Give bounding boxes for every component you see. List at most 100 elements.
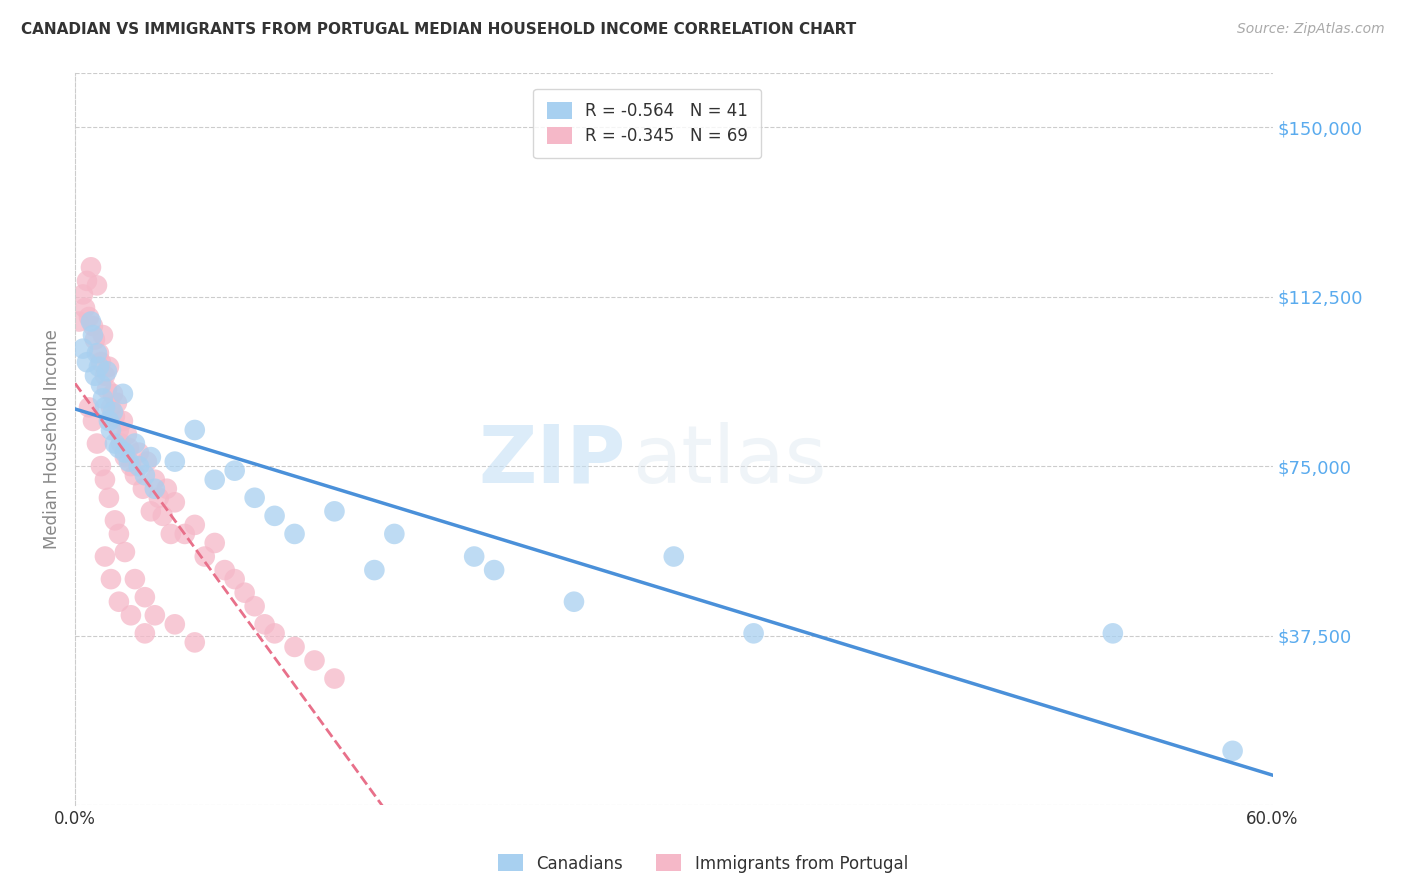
Point (204, 536, 226, 550)
Point (86, 346, 108, 360)
Point (184, 635, 207, 649)
Point (233, 585, 256, 599)
Point (128, 445, 150, 459)
Point (104, 436, 127, 450)
Point (114, 545, 136, 559)
Point (194, 549, 217, 564)
Point (108, 527, 131, 541)
Point (139, 504, 162, 518)
Point (91, 392, 114, 406)
Point (91, 328, 114, 343)
Point (76, 355, 98, 369)
Point (82, 328, 104, 343)
Point (139, 450, 162, 464)
Point (283, 527, 305, 541)
Point (132, 482, 155, 496)
Point (86, 436, 108, 450)
Point (124, 572, 146, 586)
Y-axis label: Median Household Income: Median Household Income (44, 329, 60, 549)
Point (224, 572, 246, 586)
Point (134, 468, 156, 483)
Point (77, 401, 100, 415)
Point (742, 626, 765, 640)
Point (124, 436, 146, 450)
Point (108, 595, 131, 609)
Point (214, 563, 236, 577)
Point (72, 342, 94, 356)
Point (159, 527, 181, 541)
Text: atlas: atlas (631, 422, 827, 500)
Point (118, 441, 141, 455)
Point (76, 274, 98, 288)
Point (90, 459, 112, 474)
Point (94, 473, 117, 487)
Point (263, 508, 285, 523)
Point (173, 527, 195, 541)
Point (73, 301, 96, 315)
Point (1222, 744, 1244, 758)
Point (80, 260, 103, 275)
Legend: R = -0.564   N = 41, R = -0.345   N = 69: R = -0.564 N = 41, R = -0.345 N = 69 (533, 88, 761, 158)
Point (662, 549, 685, 564)
Point (562, 595, 585, 609)
Point (100, 423, 122, 437)
Point (105, 396, 128, 410)
Point (143, 473, 166, 487)
Point (111, 387, 134, 401)
Point (101, 387, 124, 401)
Point (263, 626, 285, 640)
Point (97, 414, 120, 428)
Point (163, 455, 186, 469)
Point (382, 527, 405, 541)
Point (87, 346, 110, 360)
Point (323, 672, 346, 686)
Point (1102, 626, 1125, 640)
Text: ZIP: ZIP (478, 422, 626, 500)
Legend: Canadians, Immigrants from Portugal: Canadians, Immigrants from Portugal (491, 847, 915, 880)
Point (87, 359, 110, 374)
Point (111, 414, 134, 428)
Point (115, 427, 138, 442)
Point (82, 319, 104, 334)
Point (94, 549, 117, 564)
Point (100, 572, 122, 586)
Point (114, 450, 136, 464)
Point (84, 368, 107, 383)
Point (224, 464, 246, 478)
Point (77, 310, 100, 324)
Point (82, 414, 104, 428)
Point (100, 401, 122, 415)
Point (163, 495, 186, 509)
Point (108, 423, 131, 437)
Point (152, 508, 174, 523)
Point (94, 368, 117, 383)
Point (120, 608, 142, 623)
Point (104, 513, 127, 527)
Point (84, 333, 107, 347)
Point (204, 473, 226, 487)
Point (86, 278, 108, 293)
Point (184, 517, 207, 532)
Point (114, 445, 136, 459)
Point (143, 608, 166, 623)
Point (108, 441, 131, 455)
Point (67, 314, 90, 328)
Point (253, 617, 276, 632)
Point (163, 617, 186, 632)
Point (304, 653, 326, 667)
Point (134, 626, 156, 640)
Point (94, 401, 117, 415)
Point (243, 491, 266, 505)
Point (184, 423, 207, 437)
Point (243, 599, 266, 614)
Point (482, 563, 505, 577)
Point (124, 468, 146, 483)
Point (97, 359, 120, 374)
Point (96, 364, 118, 378)
Point (283, 640, 305, 654)
Text: Source: ZipAtlas.com: Source: ZipAtlas.com (1237, 22, 1385, 37)
Point (110, 436, 132, 450)
Text: CANADIAN VS IMMIGRANTS FROM PORTUGAL MEDIAN HOUSEHOLD INCOME CORRELATION CHART: CANADIAN VS IMMIGRANTS FROM PORTUGAL MED… (21, 22, 856, 37)
Point (135, 455, 157, 469)
Point (80, 314, 103, 328)
